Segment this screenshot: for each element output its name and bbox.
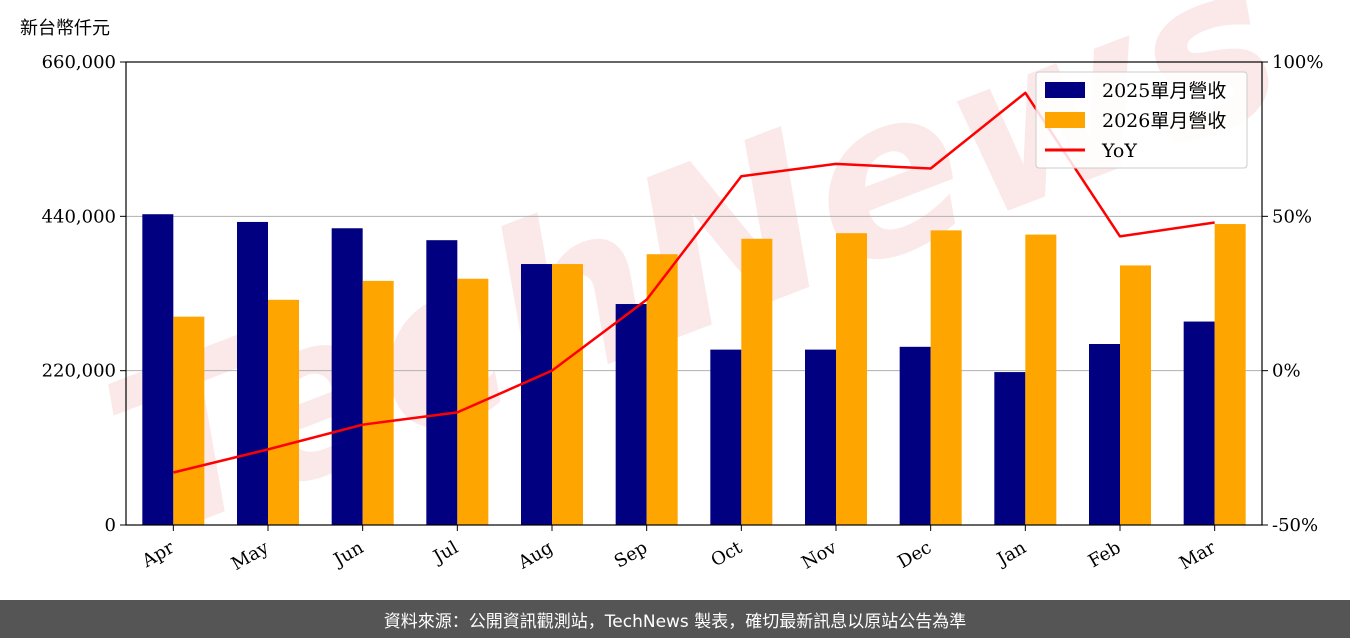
x-tick-label-dec: Dec [894,537,935,573]
y2-tick-label: 0% [1272,361,1301,382]
source-footer: 資料來源：公開資訊觀測站，TechNews 製表，確切最新訊息以原站公告為準 [0,600,1350,638]
legend-label: 2026單月營收 [1102,110,1226,132]
legend-swatch [1045,82,1085,98]
bar-2026-feb [1120,265,1151,525]
x-tick-label-sep: Sep [611,537,651,572]
plot-frame [125,61,1263,526]
bar-2025-feb [1089,344,1120,525]
y2-tick-label: 100% [1272,52,1323,73]
x-tick-label-nov: Nov [798,537,841,574]
legend: 2025單月營收 2026單月營收 YoY [1035,71,1248,169]
x-tick-label-feb: Feb [1085,537,1125,572]
x-tick-label-oct: Oct [708,537,747,572]
bar-2026-jan [1025,234,1057,525]
legend-label: YoY [1101,140,1137,162]
x-tick-label-mar: Mar [1176,537,1220,574]
bar-2025-may [237,221,268,526]
bar-2025-apr [142,214,174,525]
bar-2025-oct [710,349,742,525]
bar-2025-jan [994,372,1026,525]
bar-2025-jun [331,228,363,525]
y-tick-label: 220,000 [42,361,116,382]
bar-2026-apr [173,316,205,525]
y2-tick-label: -50% [1272,515,1318,536]
bar-2026-oct [741,238,773,526]
chart: TechNews 0220,000440,000660,000-50%0%50%… [42,0,1324,589]
y-axis-unit-label: 新台幣仟元 [20,18,110,39]
bar-2025-jul [426,240,458,525]
x-tick-label-jan: Jan [992,537,1030,571]
bar-2025-nov [805,349,836,525]
bar-2026-aug [552,264,583,525]
y-tick-label: 0 [105,515,116,536]
bar-2025-dec [899,346,931,525]
bar-2026-may [268,299,299,525]
bar-2025-sep [615,304,647,525]
x-tick-label-aug: Aug [514,537,557,574]
bar-2026-jun [362,280,394,525]
x-tick-label-jun: Jun [329,537,368,572]
y-tick-label: 440,000 [42,206,116,227]
bar-2025-aug [521,264,552,525]
legend-label: 2025單月營收 [1102,80,1226,102]
bar-2026-mar [1214,224,1246,526]
bar-2026-nov [836,233,867,526]
bar-2025-mar [1183,321,1215,525]
legend-swatch [1045,112,1085,128]
bars [142,214,1246,526]
y2-tick-label: 50% [1272,206,1312,227]
x-tick-label-jul: Jul [428,537,462,569]
bar-2026-sep [646,254,678,525]
y-tick-label: 660,000 [42,52,116,73]
bar-2026-dec [930,230,962,525]
legend-box [1035,71,1248,169]
